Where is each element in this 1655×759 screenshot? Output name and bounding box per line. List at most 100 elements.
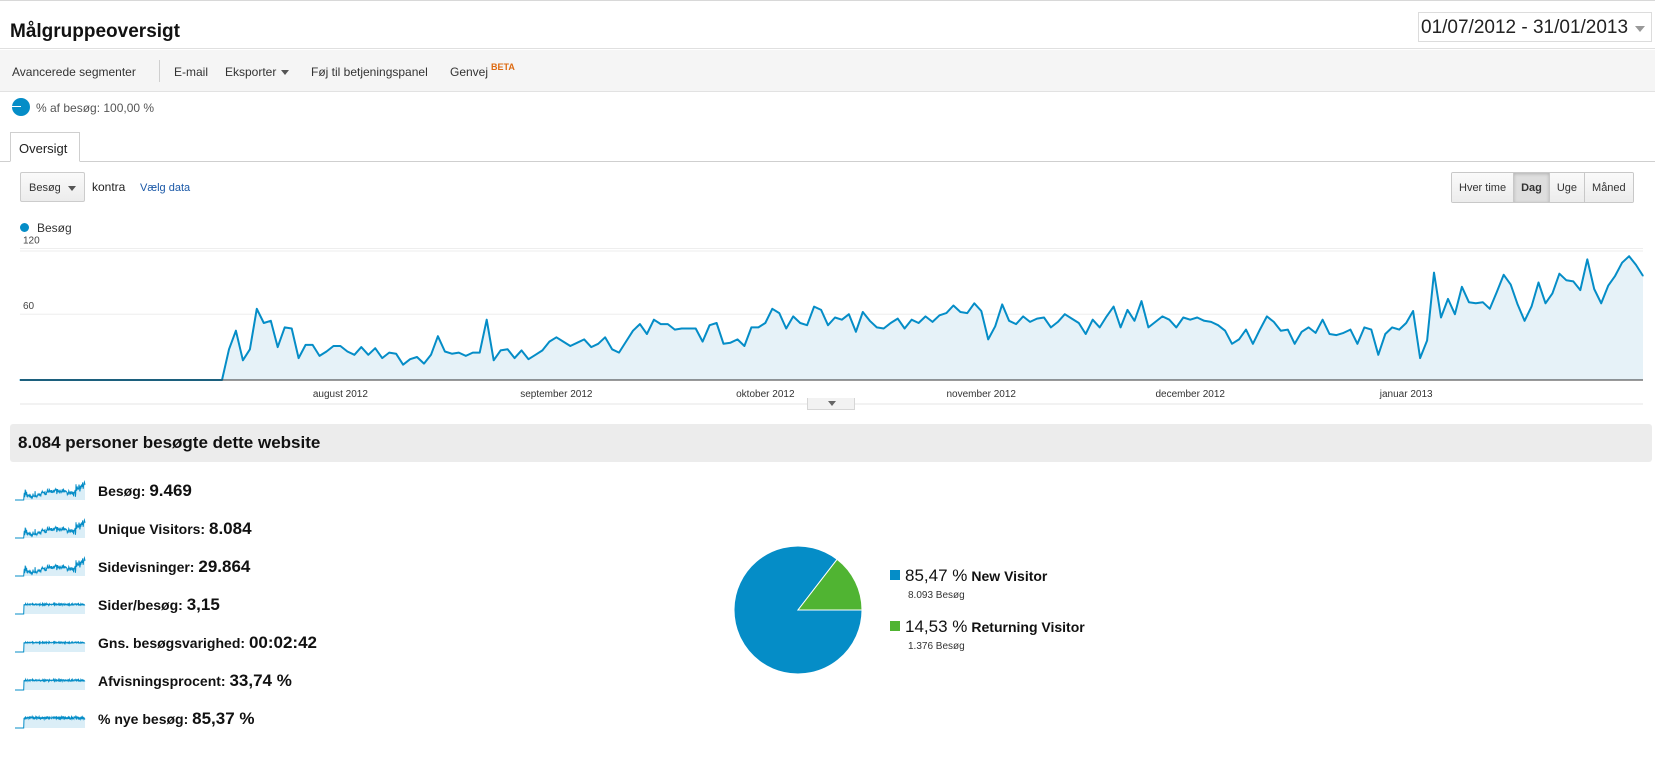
data-point [1370, 329, 1372, 331]
sparkline-fill [15, 716, 85, 728]
data-point [1015, 323, 1017, 325]
data-point [945, 312, 948, 314]
summary-metric-label: % nye besøg: [98, 711, 193, 727]
data-point [1001, 303, 1003, 305]
x-tick-label: september 2012 [520, 389, 593, 400]
data-point [1586, 258, 1588, 260]
data-point [792, 315, 794, 317]
data-point [1133, 320, 1136, 322]
data-point [1537, 281, 1540, 284]
data-point [994, 325, 996, 327]
data-point [353, 354, 355, 356]
data-point [332, 345, 335, 347]
data-point [1238, 338, 1240, 340]
summary-title: 8.084 personer besøgte dette website [18, 433, 321, 452]
add-to-dashboard-button[interactable]: Føj til betjeningspanel [311, 65, 428, 79]
data-point [1496, 291, 1498, 293]
data-point [479, 352, 481, 354]
data-point [674, 329, 676, 331]
y-tick-label: 120 [23, 235, 40, 246]
pie-slice-returning-visitor[interactable] [796, 558, 863, 611]
data-point [298, 357, 300, 359]
data-point [980, 310, 982, 312]
data-point [346, 350, 348, 353]
x-tick-label: oktober 2012 [736, 389, 795, 400]
data-point [1175, 326, 1177, 328]
data-point [583, 338, 585, 340]
summary-metric-value: 33,74 % [229, 671, 292, 690]
data-point [1273, 321, 1275, 323]
granularity-month-button[interactable]: Måned [1585, 173, 1633, 202]
data-point [555, 336, 558, 338]
data-point [1126, 309, 1129, 311]
data-point [695, 327, 697, 330]
advanced-segments-button[interactable]: Avancerede segmenter [12, 65, 136, 79]
data-point [1363, 326, 1365, 328]
data-point [520, 349, 523, 351]
data-point [1600, 302, 1602, 304]
sparkline-fill [15, 481, 85, 500]
data-point [806, 324, 808, 326]
granularity-hourly-button[interactable]: Hver time [1452, 173, 1515, 202]
data-point [709, 324, 711, 326]
top-border [0, 0, 1655, 1]
data-point [764, 322, 766, 324]
sparkline [15, 555, 86, 577]
email-button[interactable]: E-mail [174, 65, 209, 79]
data-point [890, 322, 892, 324]
tab-overview[interactable]: Oversigt [10, 132, 80, 162]
data-point [1482, 301, 1484, 303]
summary-metric-text: Unique Visitors: 8.084 [98, 519, 252, 539]
data-point [883, 327, 885, 330]
metric-dropdown-label: Besøg [29, 182, 61, 194]
data-point [750, 326, 753, 328]
data-point [534, 354, 537, 356]
metric-dropdown[interactable]: Besøg [20, 172, 85, 202]
sparkline-fill [15, 557, 85, 576]
data-point [771, 308, 773, 310]
sparkline-fill [15, 603, 85, 614]
granularity-day-button[interactable]: Dag [1514, 173, 1550, 202]
data-point [1154, 321, 1156, 323]
sparkline [15, 517, 86, 539]
data-point [778, 312, 780, 314]
data-point [632, 330, 634, 332]
granularity-toggle: Hver time Dag Uge Måned [1451, 172, 1634, 203]
data-point [277, 346, 279, 348]
data-point [430, 354, 432, 356]
data-point [1113, 306, 1115, 308]
data-point [374, 347, 376, 349]
summary-metric-value: 3,15 [186, 595, 220, 614]
data-point [1022, 315, 1024, 317]
sparkline-line [15, 601, 86, 615]
data-point [931, 321, 934, 323]
granularity-week-button[interactable]: Uge [1549, 173, 1586, 202]
data-point [667, 323, 669, 325]
data-point [1607, 285, 1609, 287]
data-point [897, 318, 899, 320]
data-point [827, 324, 829, 326]
shortcut-button[interactable]: Genvej BETA [450, 62, 515, 79]
sparkline [15, 677, 86, 691]
data-point [1120, 326, 1122, 328]
pie-sub-new: 8.093 Besøg [908, 590, 965, 601]
data-point [952, 304, 955, 307]
date-range-picker[interactable]: 01/07/2012 - 31/01/2013 [1418, 12, 1652, 42]
data-point [1565, 279, 1567, 281]
data-point [973, 302, 975, 304]
choose-data-link[interactable]: Vælg data [140, 182, 191, 194]
export-button[interactable]: Eksporter [225, 65, 290, 79]
chart-collapse-handle[interactable] [807, 398, 855, 410]
summary-metric-label: Afvisningsprocent: [98, 673, 230, 689]
data-point [681, 327, 683, 330]
segment-label: % af besøg: 100,00 % [36, 101, 155, 115]
summary-metric-label: Unique Visitors: [98, 521, 209, 537]
chevron-down-icon [1635, 26, 1645, 32]
data-point [1384, 333, 1386, 335]
summary-metric-text: Afvisningsprocent: 33,74 % [98, 671, 292, 691]
data-point [1057, 321, 1059, 323]
summary-metric-value: 85,37 % [192, 709, 255, 728]
data-point [1287, 329, 1289, 331]
data-point [1405, 322, 1407, 324]
x-tick-label: august 2012 [313, 389, 368, 400]
